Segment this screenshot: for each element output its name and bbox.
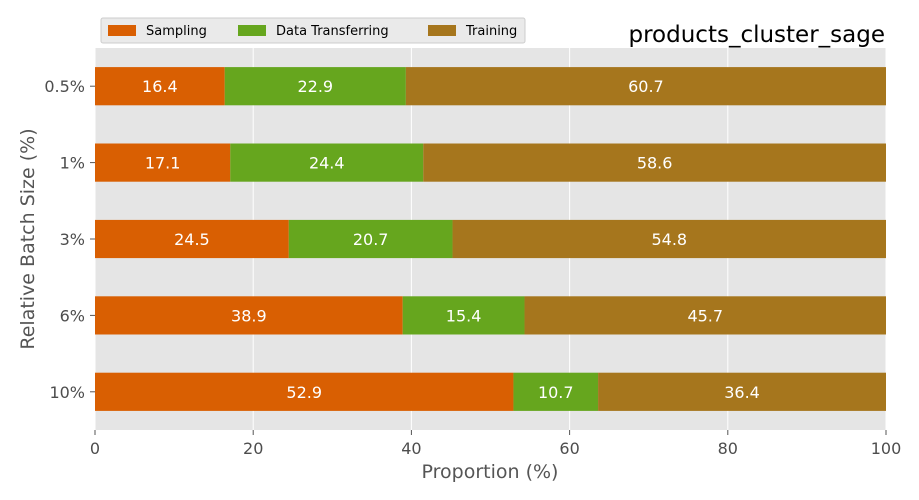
legend-swatch-2	[238, 25, 266, 36]
y-tick-label-0: 0.5%	[44, 77, 85, 96]
x-tick-label-2: 40	[401, 439, 421, 458]
bar-label-3-3: 54.8	[651, 230, 687, 249]
x-axis-ticks: 0 20 40 60 80 100	[90, 430, 901, 458]
y-tick-label-1: 1%	[60, 154, 85, 173]
x-tick-label-4: 80	[718, 439, 738, 458]
bar-1-5	[95, 372, 514, 411]
legend-label-3: Training	[465, 24, 517, 39]
bar-label-1-2: 17.1	[145, 154, 181, 173]
bar-label-1-5: 52.9	[286, 383, 322, 402]
bar-2-1	[224, 67, 406, 106]
bar-label-1-1: 16.4	[142, 77, 178, 96]
bar-label-2-5: 10.7	[538, 383, 574, 402]
bars	[95, 67, 886, 411]
bar-label-2-3: 20.7	[353, 230, 389, 249]
bar-2-3	[288, 219, 453, 259]
x-tick-label-5: 100	[871, 439, 902, 458]
legend-swatch-1	[108, 25, 136, 36]
bar-1-4	[95, 296, 403, 335]
bar-2-5	[513, 372, 599, 411]
y-tick-label-2: 3%	[60, 230, 85, 249]
legend-swatch-3	[428, 25, 456, 36]
bar-3-2	[423, 143, 886, 182]
bar-label-3-1: 60.7	[628, 77, 664, 96]
bar-label-2-2: 24.4	[309, 154, 345, 173]
bar-label-3-2: 58.6	[637, 154, 673, 173]
bar-3-4	[524, 296, 886, 335]
bar-label-2-1: 22.9	[297, 77, 333, 96]
bar-3-5	[598, 372, 886, 411]
bar-3-1	[405, 67, 886, 106]
y-tick-label-4: 10%	[49, 383, 85, 402]
legend-label-2: Data Transferring	[276, 24, 389, 39]
bar-label-1-3: 24.5	[174, 230, 210, 249]
bar-1-1	[95, 67, 225, 106]
bar-3-3	[452, 219, 886, 259]
y-tick-label-3: 6%	[60, 306, 85, 325]
x-tick-label-3: 60	[559, 439, 579, 458]
legend-label-1: Sampling	[146, 24, 207, 39]
x-tick-label-1: 20	[243, 439, 263, 458]
x-tick-label-0: 0	[90, 439, 100, 458]
chart-title: products_cluster_sage	[629, 22, 886, 48]
bar-label-2-4: 15.4	[446, 306, 482, 325]
bar-2-2	[230, 143, 424, 182]
legend-box	[100, 17, 526, 44]
bar-label-1-4: 38.9	[231, 306, 267, 325]
bar-label-3-5: 36.4	[724, 383, 760, 402]
bar-2-4	[402, 296, 525, 335]
bar-labels: 16.4 22.9 60.7 17.1 24.4 58.6 24.5 20.7 54.8 38.9…	[142, 77, 760, 402]
x-axis-label: Proportion (%)	[422, 461, 559, 483]
y-axis-label: Relative Batch Size (%)	[17, 128, 39, 349]
bar-1-2	[95, 143, 231, 182]
y-axis-ticks: 0.5% 1% 3% 6% 10%	[44, 77, 95, 402]
legend: Sampling Data Transferring Training	[100, 17, 526, 44]
bar-label-3-4: 45.7	[687, 306, 723, 325]
bar-1-3	[95, 219, 289, 259]
